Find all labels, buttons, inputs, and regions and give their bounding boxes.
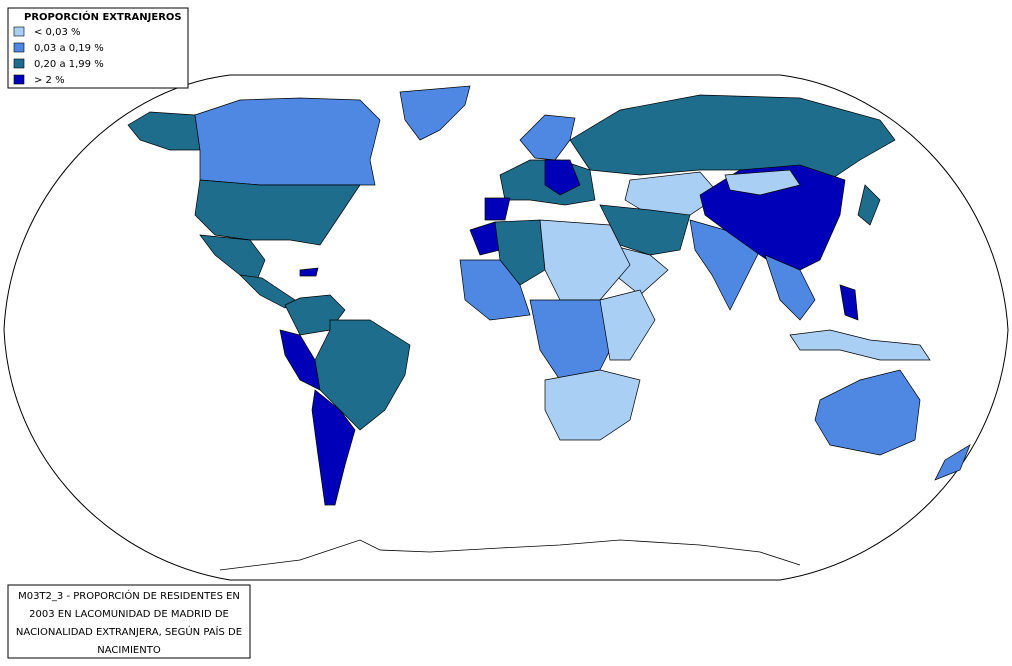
- greenland: [399, 85, 471, 141]
- southern-africa: [544, 369, 641, 441]
- southeast-asia: [764, 254, 816, 321]
- caribbean: [299, 267, 319, 277]
- new-zealand: [934, 444, 971, 481]
- philippines: [839, 284, 859, 321]
- russia: [569, 94, 896, 181]
- legend-swatch: [13, 74, 25, 85]
- japan: [857, 184, 881, 226]
- west-africa: [459, 259, 531, 321]
- caption-line: NACIONALIDAD EXTRANJERA, SEGÚN PAÍS DE: [16, 625, 242, 638]
- legend-items: < 0,03 % 0,03 a 0,19 % 0,20 a 1,99 % > 2 %: [13, 26, 104, 86]
- legend-label: 0,03 a 0,19 %: [34, 43, 104, 54]
- algeria: [494, 219, 546, 286]
- legend-label: < 0,03 %: [34, 27, 81, 38]
- mongolia: [724, 169, 801, 196]
- indonesia: [789, 329, 931, 361]
- bolivia-argentina: [311, 389, 356, 506]
- china: [699, 164, 846, 276]
- east-africa: [599, 289, 656, 361]
- antarctica-coast: [219, 539, 801, 571]
- legend-swatch: [13, 58, 25, 69]
- caption-line: 2003 EN LACOMUNIDAD DE MADRID DE: [29, 609, 229, 620]
- usa: [194, 179, 361, 246]
- caption: M03T2_3 - PROPORCIÓN DE RESIDENTES EN 200…: [16, 589, 242, 656]
- legend-swatch: [13, 26, 25, 37]
- caption-line: NACIMIENTO: [97, 645, 161, 656]
- brazil: [314, 319, 411, 431]
- scandinavia: [519, 114, 576, 161]
- eastern-europe: [544, 159, 581, 196]
- caption-box: [7, 584, 251, 659]
- australia: [814, 369, 921, 456]
- map-regions: [127, 85, 971, 506]
- caption-line: M03T2_3 - PROPORCIÓN DE RESIDENTES EN: [18, 589, 240, 602]
- legend-swatch: [13, 42, 25, 53]
- canada: [194, 97, 381, 186]
- legend-title: PROPORCIÓN EXTRANJEROS: [24, 10, 182, 23]
- iberia: [484, 197, 511, 221]
- legend-label: > 2 %: [34, 75, 65, 86]
- legend-label: 0,20 a 1,99 %: [34, 59, 104, 70]
- legend-box: [7, 7, 189, 89]
